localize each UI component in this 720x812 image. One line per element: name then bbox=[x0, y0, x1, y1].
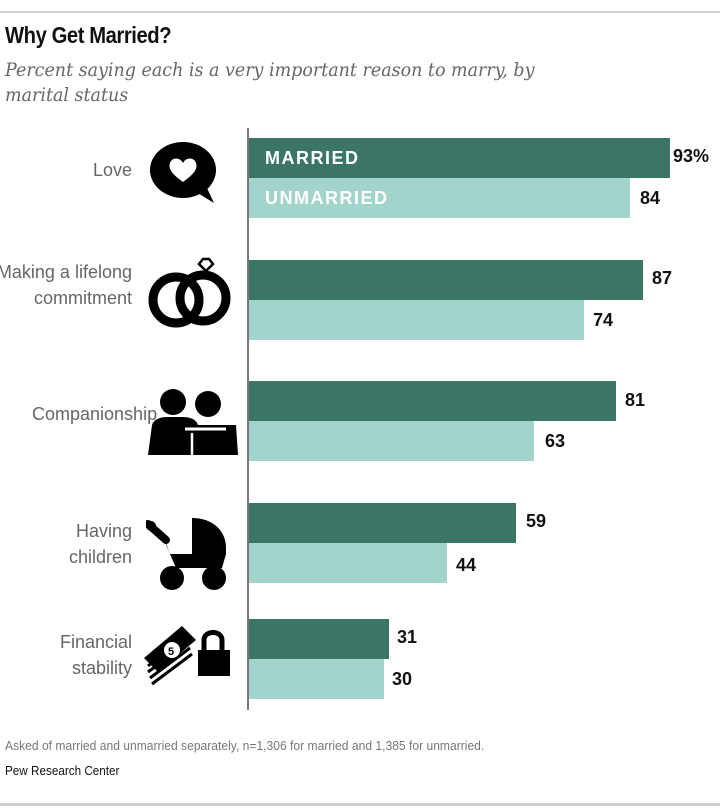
category-label-companionship: Companionship bbox=[32, 404, 158, 424]
category-label-children: Having children bbox=[68, 521, 132, 567]
svg-text:5: 5 bbox=[168, 646, 174, 658]
value-companionship-married: 81 bbox=[625, 390, 646, 410]
category-label-commitment: Making a lifelong commitment bbox=[0, 262, 132, 308]
y-axis-line bbox=[247, 128, 249, 710]
bar-love-unmarried bbox=[249, 178, 630, 218]
bar-commitment-married bbox=[249, 260, 643, 300]
category-label-love: Love bbox=[92, 160, 132, 180]
chart-title: Why Get Married? bbox=[5, 22, 172, 48]
legend-unmarried: UNMARRIED bbox=[265, 188, 389, 208]
value-love-unmarried: 84 bbox=[640, 188, 661, 208]
two-people-icon bbox=[148, 389, 238, 455]
value-children-unmarried: 44 bbox=[456, 555, 477, 575]
bar-children-married bbox=[249, 503, 516, 543]
legend-married: MARRIED bbox=[265, 148, 360, 168]
bottom-rule bbox=[0, 803, 720, 806]
value-companionship-unmarried: 63 bbox=[545, 431, 566, 451]
value-financial-unmarried: 30 bbox=[392, 669, 413, 689]
bar-companionship-married bbox=[249, 381, 616, 421]
baby-stroller-icon bbox=[146, 518, 226, 590]
value-commitment-married: 87 bbox=[652, 268, 673, 288]
value-commitment-unmarried: 74 bbox=[593, 310, 614, 330]
money-lock-icon: 5 bbox=[144, 626, 230, 686]
bar-financial-married bbox=[249, 619, 389, 659]
heart-speech-bubble-icon bbox=[150, 142, 216, 203]
value-love-married: 93% bbox=[673, 146, 710, 166]
chart-subtitle: Percent saying each is a very important … bbox=[5, 59, 535, 106]
bar-children-unmarried bbox=[249, 543, 447, 583]
top-rule bbox=[0, 11, 720, 13]
value-financial-married: 31 bbox=[397, 627, 418, 647]
bar-financial-unmarried bbox=[249, 659, 384, 699]
bar-love-married bbox=[249, 138, 670, 178]
chart-note: Asked of married and unmarried separatel… bbox=[5, 738, 485, 753]
bar-commitment-unmarried bbox=[249, 300, 584, 340]
value-children-married: 59 bbox=[526, 511, 547, 531]
category-label-financial: Financial stability bbox=[59, 632, 132, 678]
chart-source: Pew Research Center bbox=[5, 763, 120, 778]
wedding-rings-icon bbox=[148, 257, 231, 328]
bar-companionship-unmarried bbox=[249, 421, 534, 461]
